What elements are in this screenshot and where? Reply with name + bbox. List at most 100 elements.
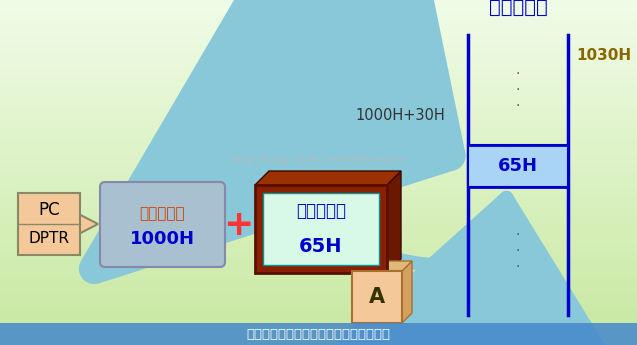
Bar [0,7,637,9]
Bar [0,204,637,205]
Bar [0,95,637,97]
Bar [352,271,402,323]
Bar [0,223,637,224]
Bar [0,10,637,12]
Bar [0,150,637,152]
Bar [0,162,637,164]
Text: A: A [369,287,385,307]
Text: 基址寄存器加变址寄存器寻址方式示意图: 基址寄存器加变址寄存器寻址方式示意图 [246,327,390,341]
Bar [0,138,637,140]
Bar [0,124,637,126]
Bar [0,290,637,292]
Bar [0,205,637,207]
Bar [0,240,637,241]
Bar [0,66,637,67]
Bar [0,176,637,178]
Bar [0,304,637,305]
Text: PC: PC [38,201,60,219]
Bar [0,135,637,136]
Bar [0,278,637,279]
Bar [0,131,637,133]
Bar [0,197,637,198]
Bar [0,217,637,219]
Text: 程序存储器: 程序存储器 [489,0,547,17]
Bar [0,316,637,317]
Bar [0,174,637,176]
Bar [0,45,637,47]
Bar [0,186,637,188]
Bar [0,50,637,52]
Bar [0,317,637,319]
Bar [0,212,637,214]
Bar [0,224,637,226]
Bar [0,181,637,183]
Bar [0,60,637,62]
Bar [0,207,637,209]
Bar [0,147,637,148]
Bar [0,276,637,278]
Bar [0,229,637,231]
Bar [0,333,637,335]
Bar [0,31,637,33]
Bar [0,107,637,109]
Bar [0,286,637,288]
Bar [0,3,637,5]
Bar [0,102,637,104]
Bar [0,62,637,64]
Bar [0,310,637,312]
Bar [0,326,637,328]
Bar [18,193,80,255]
Bar [0,33,637,34]
Bar [0,69,637,71]
Bar [0,91,637,93]
Bar [0,143,637,145]
Bar [0,114,637,116]
Bar [0,262,637,264]
Text: +: + [223,208,253,242]
Bar [0,185,637,186]
Bar [0,314,637,316]
Bar [0,122,637,124]
Bar [0,36,637,38]
Bar [0,250,637,252]
Bar [0,85,637,86]
Bar [0,248,637,250]
Bar [0,81,637,83]
Bar [0,295,637,297]
Bar [0,267,637,269]
Bar [0,343,637,345]
Bar [0,97,637,98]
Bar [0,128,637,129]
Bar [0,252,637,254]
Bar [468,145,568,187]
Bar [0,288,637,290]
Bar [0,104,637,105]
Bar [0,245,637,247]
Bar [0,264,637,266]
Bar [0,164,637,166]
Bar [0,34,637,36]
Polygon shape [387,171,401,273]
Bar [0,5,637,7]
Bar [0,179,637,181]
Bar [0,172,637,174]
Text: 65H: 65H [498,157,538,175]
Bar [0,48,637,50]
Bar [0,116,637,117]
Bar [0,112,637,114]
Bar [0,133,637,135]
Bar [0,340,637,342]
Bar [0,105,637,107]
Bar [0,9,637,10]
Bar [0,255,637,257]
Bar [0,241,637,243]
Bar [0,331,637,333]
Bar [0,328,637,329]
Bar [0,305,637,307]
Bar [0,159,637,160]
Bar [0,323,637,324]
Bar [0,321,637,323]
FancyBboxPatch shape [100,182,225,267]
Bar [0,307,637,309]
Text: 1000H+30H: 1000H+30H [355,108,445,122]
